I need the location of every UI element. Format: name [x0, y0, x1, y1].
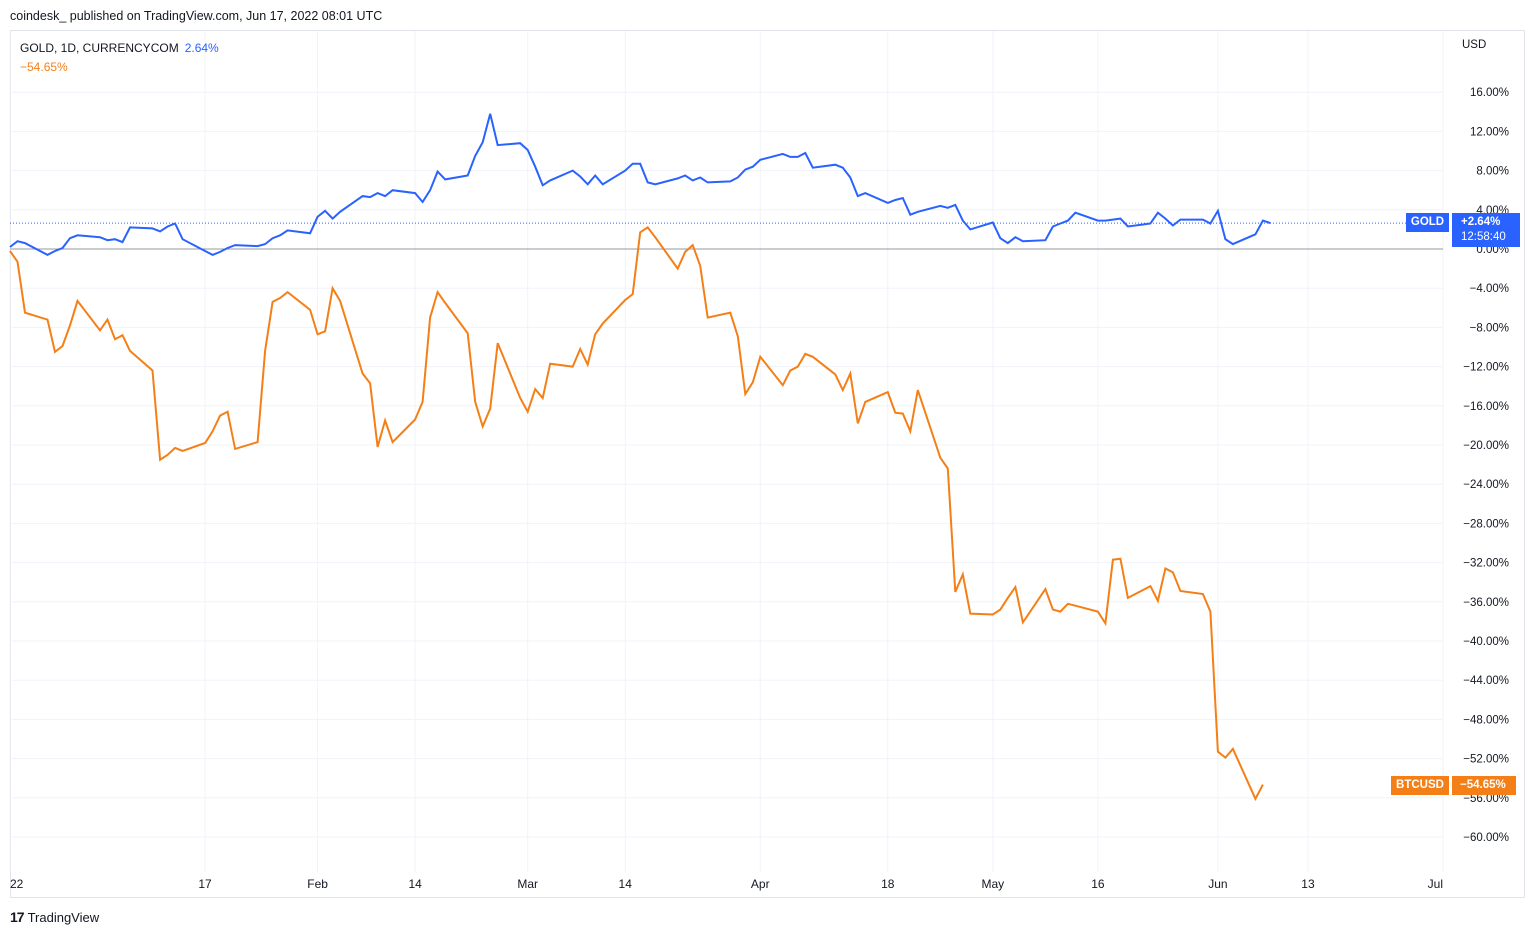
legend-gold-label: GOLD, 1D, CURRENCYCOM [20, 41, 179, 55]
y-tick-label: 16.00% [1470, 87, 1509, 99]
legend-btc-value: −54.65% [20, 60, 68, 74]
grid-lines [9, 31, 1444, 872]
y-tick-label: −44.00% [1463, 675, 1509, 687]
gold-countdown: 12:58:40 [1461, 231, 1506, 243]
tradingview-logo-icon: 17 [10, 909, 25, 925]
y-tick-label: 8.00% [1476, 166, 1509, 178]
x-tick-label: 14 [619, 877, 633, 891]
x-tick-label: Jul [1428, 877, 1443, 891]
y-tick-label: −52.00% [1463, 754, 1509, 766]
gold-name-tag: GOLD [1406, 213, 1449, 232]
series-line-gold [9, 113, 1271, 257]
x-tick-label: 16 [1091, 877, 1105, 891]
legend-btc-row[interactable]: −54.65% [20, 58, 219, 77]
x-tick-label: Feb [307, 877, 328, 891]
publish-info: coindesk_ published on TradingView.com, … [10, 9, 383, 23]
btc-price-tag: −54.65% [1452, 776, 1516, 795]
y-tick-label: −4.00% [1470, 283, 1509, 295]
x-tick-label: 14 [408, 877, 422, 891]
footer-branding[interactable]: 17 TradingView [10, 909, 99, 925]
y-tick-label: −36.00% [1463, 597, 1509, 609]
x-tick-label: 13 [1301, 877, 1315, 891]
y-tick-label: −56.00% [1463, 793, 1509, 805]
y-tick-label: −16.00% [1463, 401, 1509, 413]
x-tick-label: May [982, 877, 1005, 891]
y-tick-label: −20.00% [1463, 440, 1509, 452]
gold-price-value: +2.64% [1461, 216, 1501, 228]
y-tick-label: −48.00% [1463, 714, 1509, 726]
x-tick-label: Jun [1208, 877, 1227, 891]
legend: GOLD, 1D, CURRENCYCOM 2.64% −54.65% [20, 39, 219, 77]
y-tick-label: −32.00% [1463, 558, 1509, 570]
y-tick-label: −24.00% [1463, 479, 1509, 491]
y-tick-label: −60.00% [1463, 832, 1509, 844]
y-tick-label: 12.00% [1470, 126, 1509, 138]
legend-gold-value: 2.64% [184, 41, 219, 55]
x-tick-label: Mar [517, 877, 538, 891]
y-tick-label: −12.00% [1463, 362, 1509, 374]
x-axis-labels: 22 17 Feb 14 Mar 14 Apr 18 May 16 Jun 13 Jul [10, 877, 1443, 891]
y-tick-label: −40.00% [1463, 636, 1509, 648]
x-tick-label: Apr [751, 877, 770, 891]
footer-brand-text: TradingView [27, 909, 100, 925]
x-tick-label: 18 [881, 877, 895, 891]
legend-gold-row[interactable]: GOLD, 1D, CURRENCYCOM 2.64% [20, 39, 219, 58]
y-tick-label: −8.00% [1470, 322, 1509, 334]
gold-price-tag: +2.64% 12:58:40 [1452, 213, 1520, 247]
y-axis-labels: 16.00%12.00%8.00%4.00%0.00%−4.00%−8.00%−… [1463, 87, 1509, 844]
x-tick-label: 17 [198, 877, 212, 891]
series-line-btcusd [9, 226, 1264, 802]
y-tick-label: 0.00% [1476, 244, 1509, 256]
axis-currency-label: USD [1462, 39, 1486, 51]
y-tick-label: −28.00% [1463, 518, 1509, 530]
x-tick-label: 22 [10, 877, 24, 891]
btc-name-tag: BTCUSD [1391, 776, 1449, 795]
